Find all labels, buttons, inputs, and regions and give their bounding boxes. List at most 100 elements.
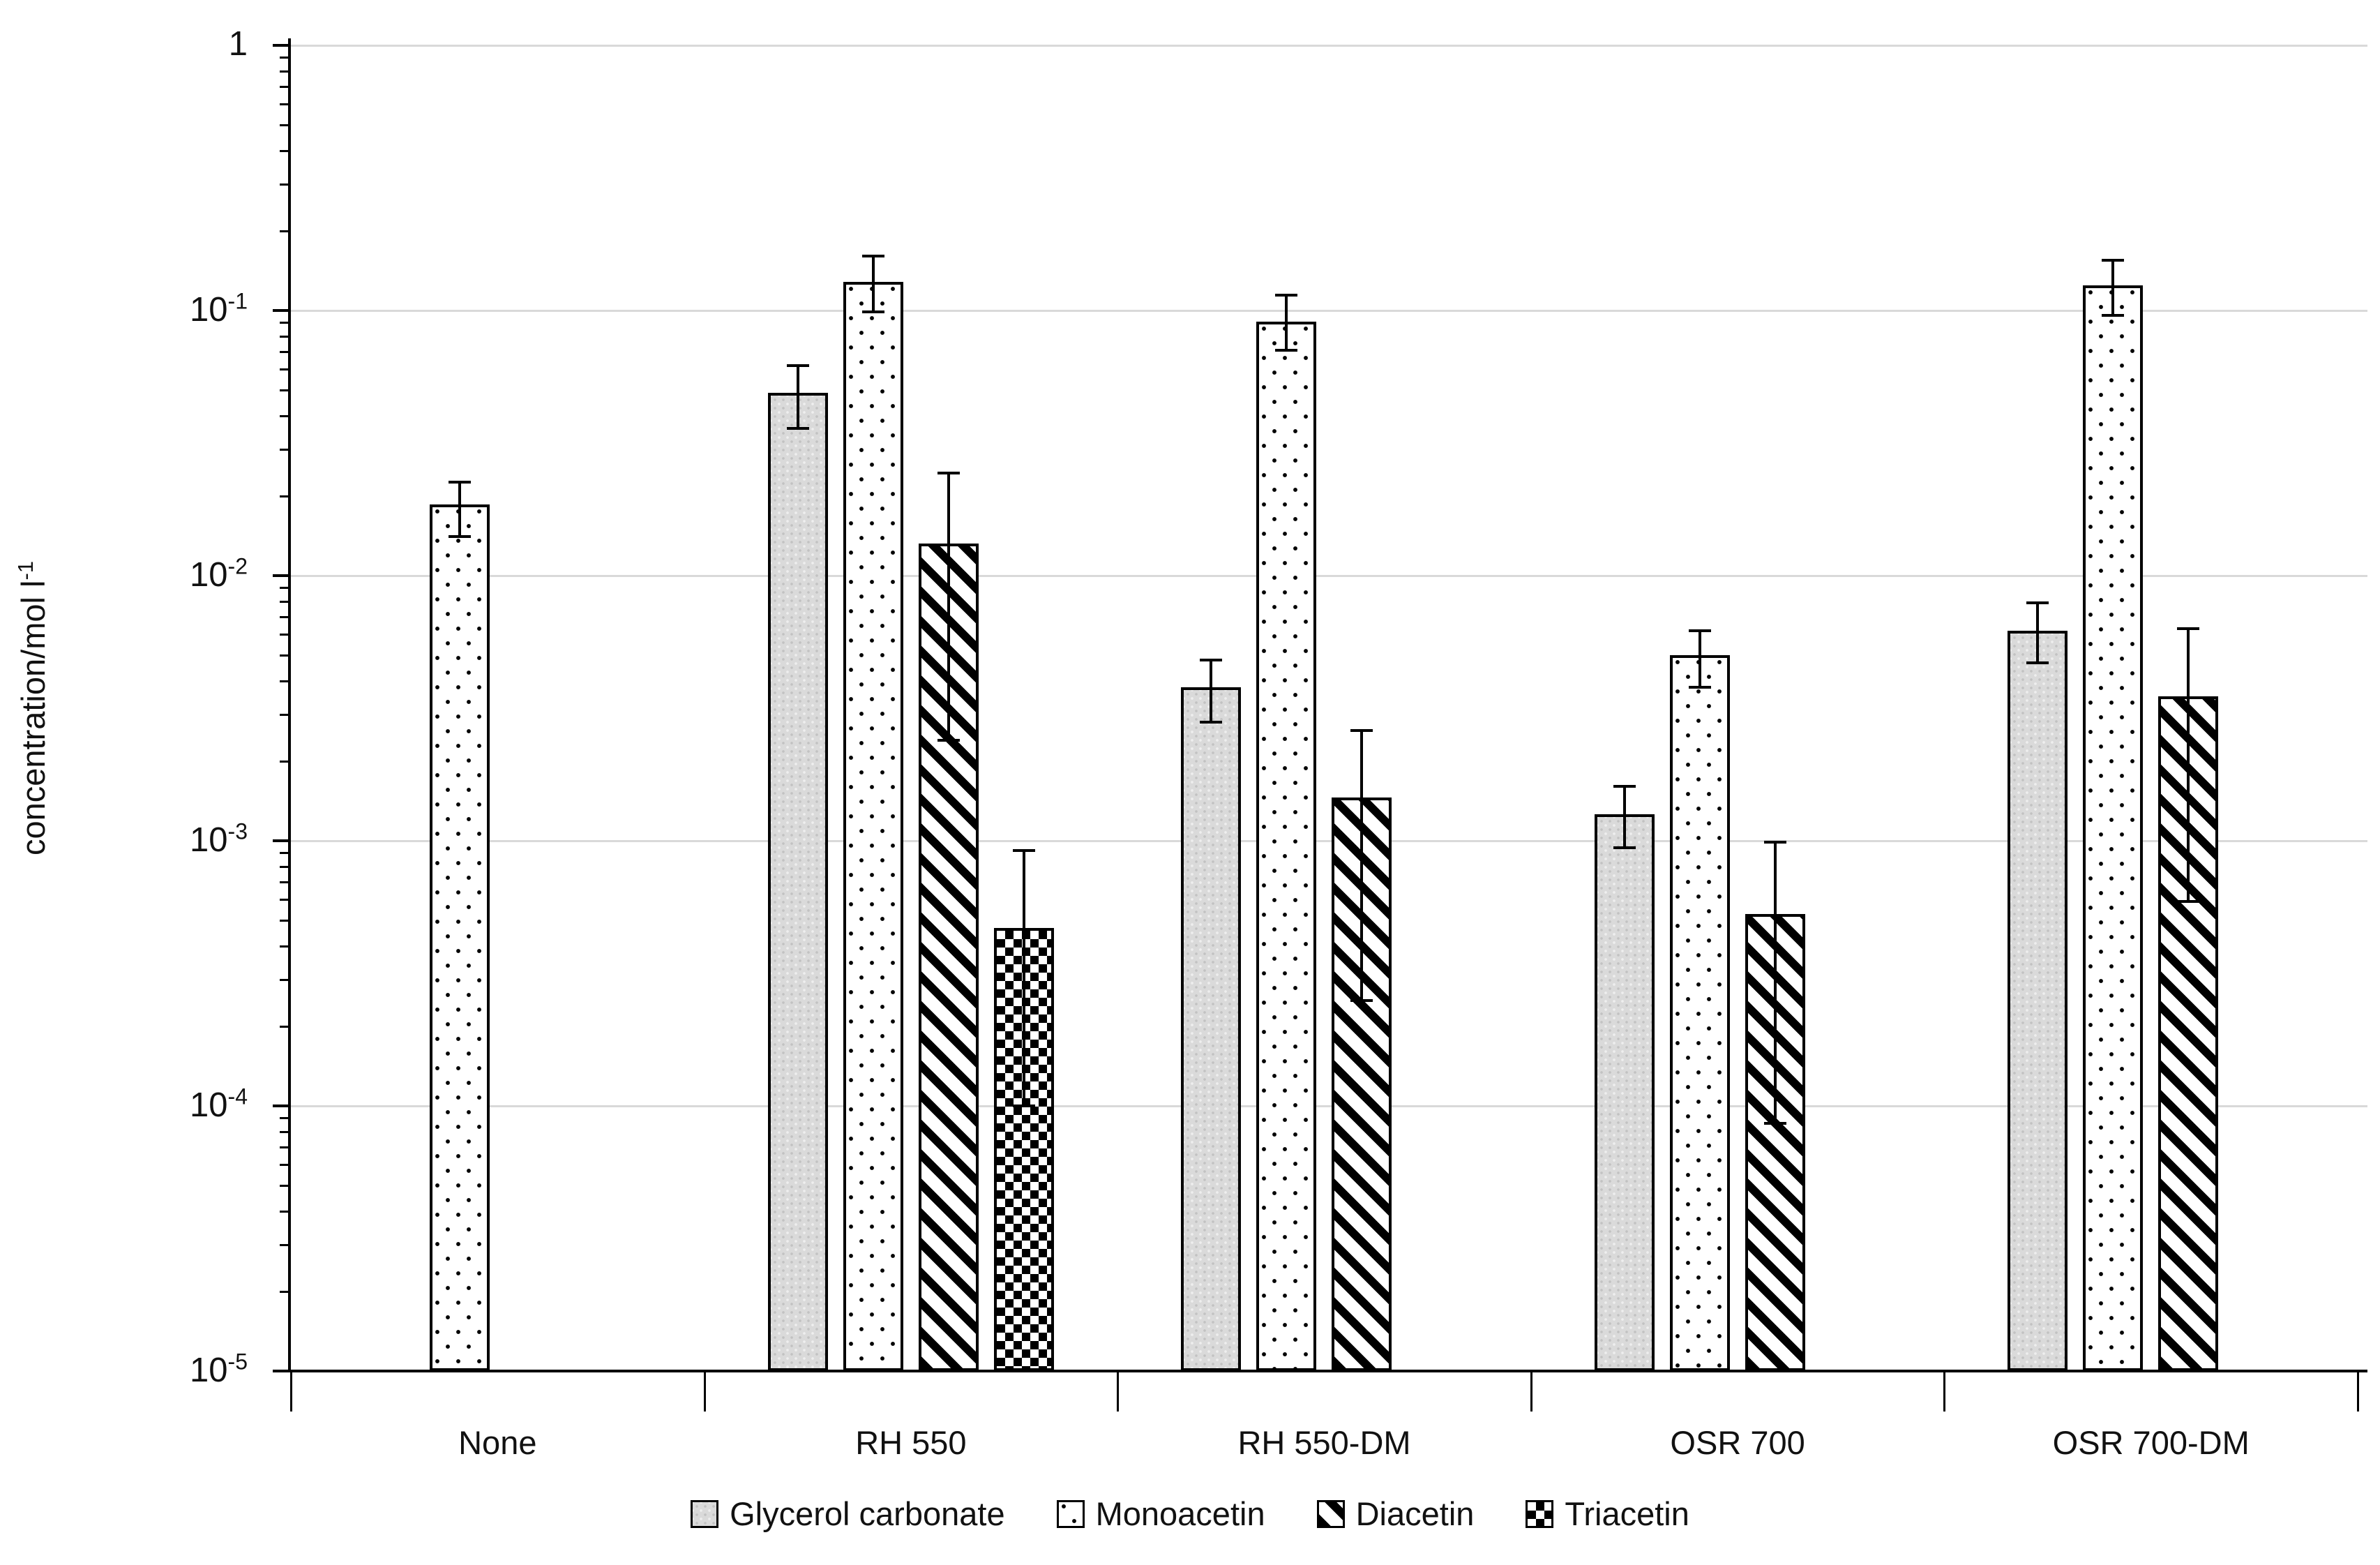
gridline-10-1 xyxy=(291,310,2367,312)
error-bar-line xyxy=(1022,850,1025,1106)
legend-label: Monoacetin xyxy=(1095,1495,1265,1532)
y-minor-tick xyxy=(280,1130,291,1133)
y-minor-tick xyxy=(280,85,291,88)
y-tick-label: 10-5 xyxy=(73,1349,248,1390)
y-minor-tick xyxy=(280,713,291,716)
y-tick-exponent: -1 xyxy=(227,288,248,314)
x-boundary-tick xyxy=(1943,1372,1946,1412)
x-boundary-tick xyxy=(1117,1372,1120,1412)
error-bar-cap-top xyxy=(1763,840,1786,844)
legend-item-monoacetin: Monoacetin xyxy=(1056,1495,1265,1533)
error-bar-cap-bottom xyxy=(861,310,884,313)
error-bar-line xyxy=(1360,731,1364,1001)
bar-monoacetin-2 xyxy=(1256,321,1317,1371)
y-minor-tick xyxy=(280,368,291,371)
error-bar-cap-top xyxy=(937,471,960,474)
y-major-tick xyxy=(273,309,291,312)
gridline-1 xyxy=(291,45,2367,47)
error-bar-cap-bottom xyxy=(1763,1121,1786,1125)
error-bar-cap-bottom xyxy=(449,535,471,539)
y-axis-title-text: concentration/mol l xyxy=(14,580,52,856)
y-minor-tick xyxy=(280,680,291,683)
y-minor-tick xyxy=(280,150,291,153)
y-minor-tick xyxy=(280,615,291,618)
legend-label: Glycerol carbonate xyxy=(730,1495,1005,1532)
y-major-tick xyxy=(273,574,291,577)
y-minor-tick xyxy=(280,920,291,922)
gridline-10-4 xyxy=(291,1105,2367,1107)
y-minor-tick xyxy=(280,350,291,353)
y-minor-tick xyxy=(280,1211,291,1213)
y-minor-tick xyxy=(280,1243,291,1246)
y-minor-tick xyxy=(280,634,291,636)
bar-monoacetin-0 xyxy=(430,504,490,1371)
error-bar-cap-top xyxy=(1200,659,1223,662)
y-minor-tick xyxy=(280,389,291,392)
y-tick-exponent: -3 xyxy=(227,818,248,844)
error-bar-cap-bottom xyxy=(1350,998,1373,1002)
error-bar-cap-top xyxy=(2026,601,2049,604)
y-tick-label: 10-4 xyxy=(73,1084,248,1125)
x-boundary-tick xyxy=(2357,1372,2359,1412)
y-tick-label: 10-3 xyxy=(73,819,248,860)
y-axis-title-exponent: -1 xyxy=(13,560,38,581)
bar-monoacetin-1 xyxy=(843,282,903,1371)
y-tick-mantissa: 1 xyxy=(228,24,248,63)
x-category-label-1: RH 550 xyxy=(855,1424,967,1461)
y-tick-mantissa: 10 xyxy=(190,1351,228,1389)
y-major-tick xyxy=(273,839,291,842)
error-bar-cap-top xyxy=(1275,294,1298,297)
y-minor-tick xyxy=(280,1025,291,1028)
error-bar-cap-bottom xyxy=(1275,348,1298,352)
x-axis xyxy=(288,1370,2367,1372)
y-minor-tick xyxy=(280,1185,291,1188)
y-minor-tick xyxy=(280,335,291,338)
error-bar-cap-top xyxy=(861,255,884,258)
error-bar-cap-top xyxy=(2102,258,2125,262)
error-bar-cap-top xyxy=(1613,785,1636,788)
y-minor-tick xyxy=(280,1146,291,1148)
y-tick-label: 1 xyxy=(73,24,248,63)
x-boundary-tick xyxy=(1530,1372,1532,1412)
error-bar-line xyxy=(1622,786,1626,848)
y-tick-mantissa: 10 xyxy=(190,555,228,594)
y-axis xyxy=(288,38,291,1372)
y-tick-label: 10-1 xyxy=(73,289,248,329)
error-bar-cap-bottom xyxy=(2026,661,2049,664)
bar-glycerol-carbonate-2 xyxy=(1181,687,1242,1371)
y-minor-tick xyxy=(280,322,291,324)
error-bar-line xyxy=(458,482,461,537)
y-minor-tick xyxy=(280,70,291,73)
gridline-10-2 xyxy=(291,575,2367,577)
y-minor-tick xyxy=(280,183,291,186)
x-category-label-2: RH 550-DM xyxy=(1237,1424,1411,1461)
y-major-tick xyxy=(273,1105,291,1107)
y-minor-tick xyxy=(280,899,291,901)
bar-glycerol-carbonate-1 xyxy=(767,392,828,1371)
y-minor-tick xyxy=(280,124,291,127)
y-minor-tick xyxy=(280,1117,291,1120)
y-minor-tick xyxy=(280,945,291,948)
error-bar-cap-bottom xyxy=(2102,313,2125,317)
gridline-10-3 xyxy=(291,840,2367,842)
x-boundary-tick xyxy=(703,1372,706,1412)
y-tick-mantissa: 10 xyxy=(190,821,228,859)
error-bar-cap-bottom xyxy=(1688,685,1711,689)
y-minor-tick xyxy=(280,57,291,59)
error-bar-line xyxy=(1773,841,1777,1123)
error-bar-cap-bottom xyxy=(2177,900,2200,904)
y-minor-tick xyxy=(280,852,291,855)
y-minor-tick xyxy=(280,865,291,868)
error-bar-cap-top xyxy=(1688,629,1711,632)
bar-monoacetin-4 xyxy=(2083,285,2144,1371)
y-minor-tick xyxy=(280,1290,291,1293)
y-minor-tick xyxy=(280,495,291,497)
error-bar-line xyxy=(1698,630,1701,687)
y-tick-mantissa: 10 xyxy=(190,1086,228,1124)
error-bar-cap-bottom xyxy=(1012,1105,1035,1107)
y-minor-tick xyxy=(280,230,291,232)
error-bar-cap-bottom xyxy=(786,426,809,430)
y-minor-tick xyxy=(280,978,291,981)
bar-monoacetin-3 xyxy=(1669,655,1730,1371)
y-minor-tick xyxy=(280,654,291,657)
